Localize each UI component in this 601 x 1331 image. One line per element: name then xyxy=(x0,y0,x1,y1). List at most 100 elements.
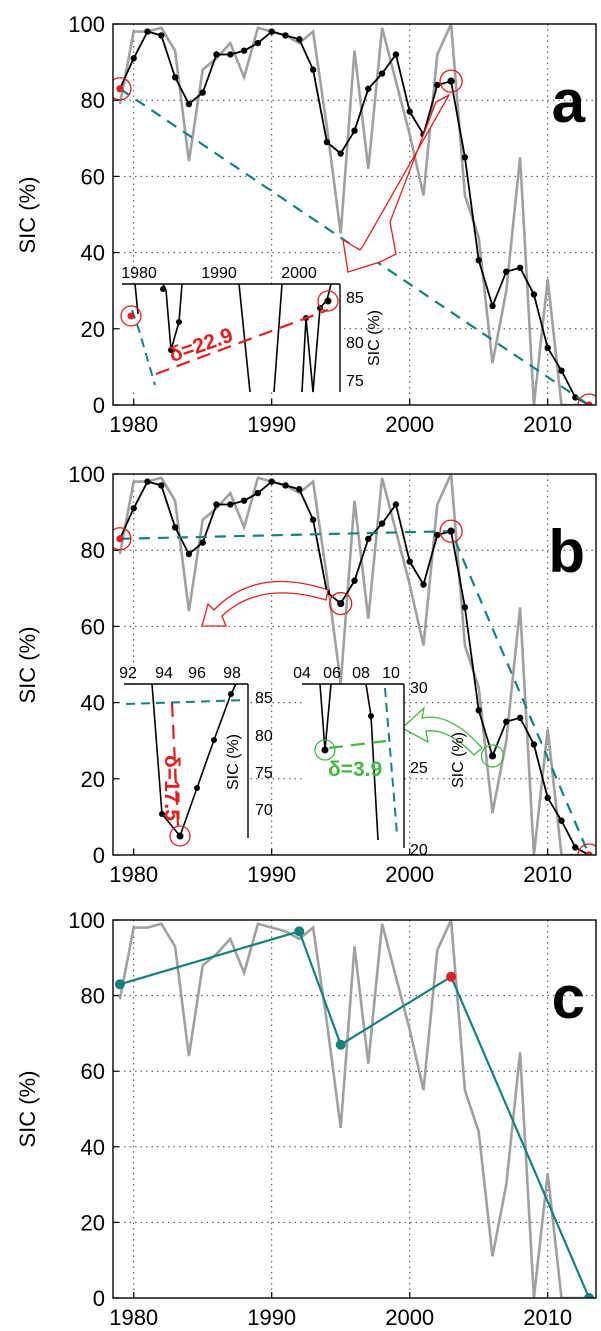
x-tick-label: 2000 xyxy=(385,412,434,437)
y-tick-label: 0 xyxy=(93,393,105,418)
panel-a-plot-area xyxy=(113,24,596,405)
smoothed-point xyxy=(213,51,220,58)
inset-a-highlight-point xyxy=(324,297,332,305)
smoothed-point xyxy=(158,32,165,39)
y-tick-label: 100 xyxy=(68,908,105,933)
smoothed-point xyxy=(130,505,137,512)
panel-a-label: a xyxy=(552,68,586,135)
panel-a: 1980 1990 2000 2010 0 20 40 60 80 100 SIC (%) a 1… xyxy=(15,12,597,437)
panel-b-inset-left: 92 94 96 98 70 75 80 85 SIC (%) δ=17.5 xyxy=(119,665,273,847)
smoothed-point xyxy=(461,604,469,611)
panel-b-plot-area xyxy=(113,474,596,855)
y-tick-label: 100 xyxy=(68,462,105,487)
panel-a-ticks: 1980 1990 2000 2010 0 20 40 60 80 100 xyxy=(68,12,572,437)
inset-a-ytick: 85 xyxy=(346,290,364,307)
inset-b1-xtick: 92 xyxy=(119,665,137,682)
smoothed-point xyxy=(392,501,400,508)
smoothed-point xyxy=(213,501,220,508)
x-tick-label: 1980 xyxy=(109,862,158,887)
inset-b1-ytick: 80 xyxy=(255,728,273,745)
smoothed-point xyxy=(309,516,317,523)
smoothed-point xyxy=(351,577,358,584)
inset-a-ytick: 80 xyxy=(346,335,364,352)
highlight-point xyxy=(116,535,124,543)
inset-a-delta-line xyxy=(155,308,329,376)
highlight-point xyxy=(116,85,124,93)
inset-b1-ytick: 75 xyxy=(255,765,273,782)
inset-b1-highlight-ring xyxy=(169,825,191,847)
panel-a-grid xyxy=(113,24,596,405)
highlight-point xyxy=(488,752,497,760)
highlight-ring xyxy=(439,519,463,543)
inset-b1-delta-label: δ=17.5 xyxy=(160,755,183,821)
smoothed-point xyxy=(503,718,510,725)
highlight-ring xyxy=(329,591,353,616)
highlight-point xyxy=(585,401,593,405)
smoothed-point xyxy=(227,501,234,508)
smoothed-point xyxy=(158,482,165,489)
breakpoint-marker xyxy=(114,979,125,990)
smoothed-point xyxy=(144,28,151,35)
y-tick-label: 0 xyxy=(93,843,105,868)
inset-b1-fit-line xyxy=(125,699,247,705)
panel-a-arrow xyxy=(342,93,451,273)
smoothed-point xyxy=(144,478,151,485)
smoothed-point xyxy=(185,100,193,108)
y-tick-label: 0 xyxy=(93,1286,105,1311)
smoothed-point xyxy=(130,55,137,62)
smoothed-point xyxy=(282,482,289,489)
breakpoint-marker xyxy=(584,1293,595,1298)
y-tick-label: 80 xyxy=(81,538,105,563)
inset-a-smoothed-line xyxy=(273,283,283,393)
smoothed-point xyxy=(489,302,496,310)
smoothed-point xyxy=(171,524,179,531)
smoothed-point xyxy=(461,154,469,161)
y-tick-label: 40 xyxy=(81,691,105,716)
breakpoint-fit-line xyxy=(119,929,591,1298)
smoothed-point xyxy=(323,138,331,146)
inset-a-smoothed-line xyxy=(238,283,251,393)
x-tick-label: 1990 xyxy=(247,1305,296,1330)
inset-a-highlight-point xyxy=(127,312,135,320)
inset-b1-markers xyxy=(159,691,234,817)
panel-b-frame xyxy=(112,473,597,856)
inset-a-xtick: 1990 xyxy=(201,265,237,282)
y-tick-label: 60 xyxy=(81,164,105,189)
highlight-point xyxy=(337,599,345,608)
x-tick-label: 2010 xyxy=(523,1305,572,1330)
smoothed-point xyxy=(378,70,386,77)
smoothed-point xyxy=(475,257,482,264)
smoothed-point xyxy=(503,268,510,275)
y-tick-label: 80 xyxy=(81,88,105,113)
inset-b1-y-axis-label: SIC (%) xyxy=(225,734,242,790)
breakpoint-marker xyxy=(294,926,305,937)
smoothed-point xyxy=(268,478,275,485)
y-tick-label: 20 xyxy=(81,1210,105,1235)
panel-c-plot-area xyxy=(114,920,595,1298)
smoothed-point xyxy=(309,66,317,73)
x-tick-label: 2010 xyxy=(523,412,572,437)
smoothed-point xyxy=(365,535,372,542)
smoothed-point xyxy=(434,531,441,539)
highlight-ring xyxy=(113,77,132,101)
inset-a-smoothed-line xyxy=(301,283,332,393)
smoothed-point xyxy=(254,39,262,47)
panel-a-frame xyxy=(112,23,597,406)
inset-a-highlight-ring xyxy=(317,290,339,312)
smoothed-point xyxy=(199,89,206,96)
inset-b1-highlight-point xyxy=(176,832,184,840)
smoothed-point xyxy=(558,817,565,824)
smoothed-point xyxy=(337,150,344,157)
smoothed-point xyxy=(420,581,427,588)
y-tick-label: 60 xyxy=(81,614,105,639)
smoothed-point xyxy=(185,550,193,558)
smoothed-point xyxy=(475,707,482,714)
inset-b2-fit-line xyxy=(384,687,398,835)
panel-c-grid xyxy=(113,920,596,1298)
raw-series-line xyxy=(118,474,590,855)
inset-a-highlight-ring xyxy=(120,305,142,327)
smoothed-point xyxy=(434,81,441,89)
smoothed-point xyxy=(268,28,275,35)
